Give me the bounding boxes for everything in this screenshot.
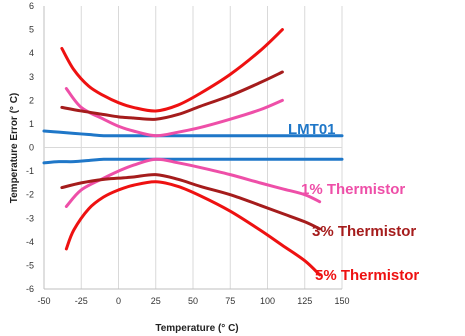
series-line-lmt01-lower bbox=[42, 157, 344, 165]
label-lmt01: LMT01 bbox=[288, 121, 336, 138]
y-tick-label: -6 bbox=[26, 284, 34, 294]
y-tick-label: 2 bbox=[29, 95, 34, 105]
x-tick-label: 125 bbox=[297, 296, 312, 306]
y-tick-label: 1 bbox=[29, 119, 34, 129]
series-group bbox=[42, 28, 344, 277]
x-tick-label: -50 bbox=[37, 296, 50, 306]
y-axis-title: Temperature Error (° C) bbox=[9, 93, 20, 204]
series-line-3-thermistor-upper bbox=[60, 70, 284, 121]
y-tick-label: -2 bbox=[26, 190, 34, 200]
y-tick-label: -3 bbox=[26, 213, 34, 223]
series-line-lmt01-upper bbox=[42, 129, 344, 138]
x-tick-label: 100 bbox=[260, 296, 275, 306]
y-tick-label: 5 bbox=[29, 25, 34, 35]
y-tick-label: 6 bbox=[29, 1, 34, 11]
label-1pct-thermistor: 1% Thermistor bbox=[301, 181, 405, 198]
x-tick-label: -25 bbox=[75, 296, 88, 306]
y-tick-label: -4 bbox=[26, 237, 34, 247]
series-line-5-thermistor-upper bbox=[60, 28, 284, 113]
y-tick-label: 4 bbox=[29, 48, 34, 58]
y-tick-label: -1 bbox=[26, 166, 34, 176]
x-axis-title: Temperature (° C) bbox=[155, 323, 238, 334]
x-tick-label: 25 bbox=[151, 296, 161, 306]
y-tick-label: -5 bbox=[26, 260, 34, 270]
y-tick-label: 3 bbox=[29, 72, 34, 82]
series-line-1-thermistor-upper bbox=[64, 87, 284, 138]
series-line-5-thermistor-lower bbox=[64, 180, 322, 277]
label-5pct-thermistor: 5% Thermistor bbox=[315, 267, 419, 284]
x-tick-label: 150 bbox=[334, 296, 349, 306]
series-line-3-thermistor-lower bbox=[60, 173, 322, 231]
label-3pct-thermistor: 3% Thermistor bbox=[312, 223, 416, 240]
x-tick-label: 0 bbox=[116, 296, 121, 306]
x-tick-label: 75 bbox=[225, 296, 235, 306]
x-tick-label: 50 bbox=[188, 296, 198, 306]
y-tick-label: 0 bbox=[29, 143, 34, 153]
axes bbox=[43, 6, 342, 290]
ticks: -50 -25 0 25 50 75 100 125 150 6 5 4 3 2 1 0 -1 -2 -3 -4 -5 -… bbox=[26, 1, 350, 306]
